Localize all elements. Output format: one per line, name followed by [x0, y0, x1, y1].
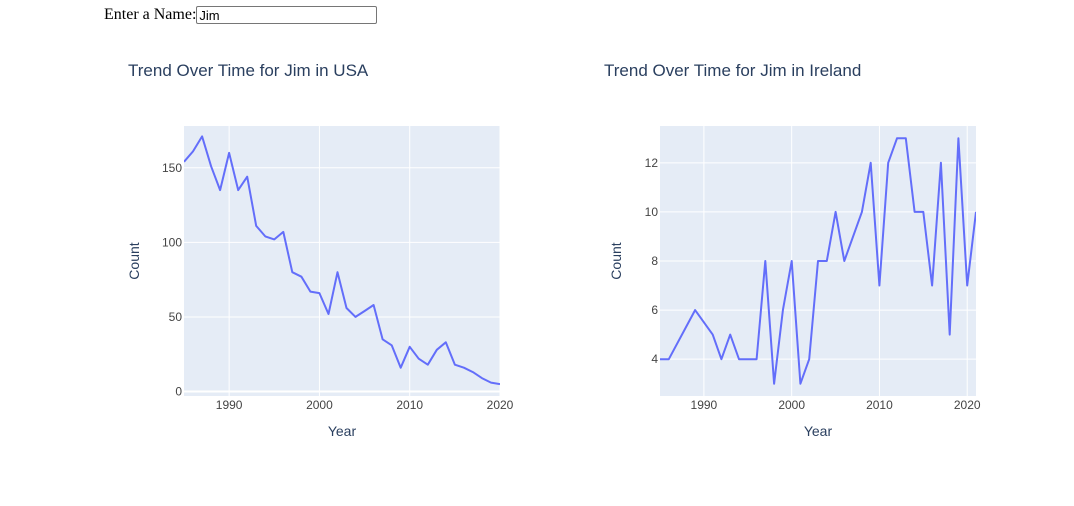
ireland-x-tick-label: 2010	[866, 398, 893, 412]
usa-x-tick-label: 2000	[306, 398, 333, 412]
name-label: Enter a Name:	[104, 6, 197, 23]
ireland-x-tick-label: 1990	[691, 398, 718, 412]
ireland-chart-title: Trend Over Time for Jim in Ireland	[604, 61, 861, 80]
ireland-y-tick-label: 4	[651, 352, 658, 366]
usa-y-axis-label: Count	[126, 242, 142, 279]
usa-trend-chart: 1990 2000 2010 2020 0 50 100 150 Trend Over Time…	[126, 61, 514, 439]
name-input[interactable]	[196, 6, 378, 24]
usa-y-tick-label: 0	[175, 385, 182, 399]
ireland-x-axis-label: Year	[804, 423, 833, 439]
name-form: Enter a Name:	[104, 4, 378, 26]
ireland-trend-chart: 1990 2000 2010 2020 4 6 8 10 12 Trend Over Time f…	[604, 61, 981, 439]
ireland-y-tick-label: 6	[651, 303, 658, 317]
usa-y-tick-label: 150	[162, 161, 182, 175]
usa-series-line	[184, 135, 500, 386]
ireland-series-line	[660, 137, 976, 385]
usa-x-tick-label: 2020	[487, 398, 514, 412]
usa-chart-title: Trend Over Time for Jim in USA	[128, 61, 369, 80]
ireland-y-tick-label: 8	[651, 254, 658, 268]
usa-y-tick-label: 50	[169, 310, 183, 324]
usa-x-tick-label: 2010	[396, 398, 423, 412]
ireland-y-axis-label: Count	[608, 242, 624, 279]
ireland-x-tick-label: 2000	[778, 398, 805, 412]
usa-y-tick-label: 100	[162, 235, 182, 249]
ireland-x-tick-label: 2020	[954, 398, 981, 412]
ireland-y-tick-label: 10	[645, 205, 659, 219]
usa-x-axis-label: Year	[328, 423, 357, 439]
usa-plot-area	[184, 126, 500, 396]
usa-x-tick-label: 1990	[216, 398, 243, 412]
ireland-y-tick-label: 12	[645, 156, 659, 170]
